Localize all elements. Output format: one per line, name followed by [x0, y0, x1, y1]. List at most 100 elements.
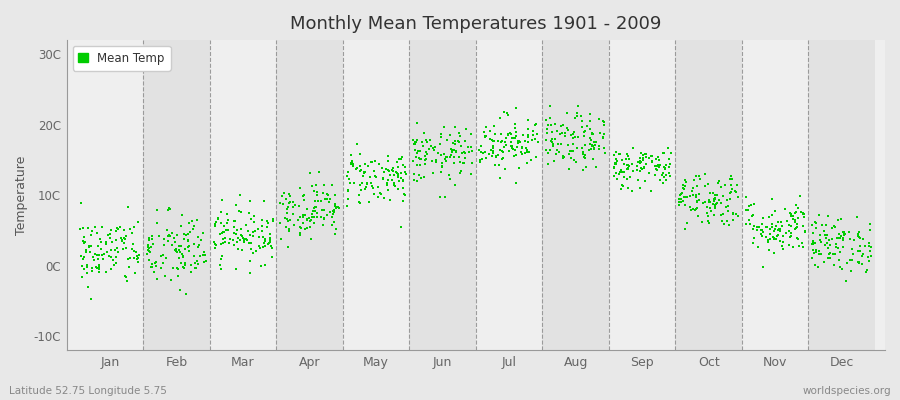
Point [395, 162, 410, 168]
Point [512, 138, 526, 144]
Point [124, 230, 139, 236]
Point [520, 149, 535, 156]
Point [476, 129, 491, 136]
Point [195, 252, 210, 258]
Point [443, 132, 457, 138]
Point [637, 164, 652, 170]
Point [416, 143, 430, 149]
Point [575, 151, 590, 158]
Point [486, 150, 500, 156]
Point [729, 188, 743, 195]
Point [658, 164, 672, 171]
Point [706, 201, 720, 207]
Point [99, 240, 113, 247]
Point [688, 207, 703, 213]
Point [130, 218, 145, 225]
Point [310, 214, 324, 220]
Point [498, 166, 512, 172]
Point [472, 159, 487, 166]
Point [644, 158, 659, 164]
Point [166, 265, 180, 271]
Point [585, 130, 599, 137]
Point [784, 212, 798, 219]
Point [842, 236, 857, 242]
Point [179, 232, 194, 238]
Point [478, 134, 492, 140]
Point [485, 153, 500, 159]
Point [505, 145, 519, 151]
Point [789, 225, 804, 231]
Point [386, 168, 400, 174]
Point [577, 154, 591, 160]
Point [483, 147, 498, 153]
Point [115, 238, 130, 244]
Point [140, 244, 155, 250]
Point [672, 192, 687, 198]
Point [656, 164, 670, 170]
Point [222, 235, 237, 242]
Point [232, 208, 247, 214]
Point [759, 234, 773, 240]
Point [352, 199, 366, 206]
Point [328, 205, 343, 211]
Point [309, 204, 323, 210]
Point [356, 170, 371, 176]
Point [347, 180, 362, 186]
Point [582, 135, 597, 142]
Point [839, 278, 853, 284]
Point [750, 227, 764, 234]
Point [85, 268, 99, 274]
Point [709, 192, 724, 198]
Point [353, 151, 367, 158]
Point [457, 155, 472, 162]
Point [353, 163, 367, 169]
Point [836, 229, 850, 236]
Point [167, 235, 182, 242]
Point [438, 156, 453, 162]
Point [776, 246, 790, 252]
Point [354, 167, 368, 173]
Point [660, 176, 674, 183]
Point [406, 158, 420, 165]
Point [679, 183, 693, 189]
Point [512, 165, 526, 171]
Point [310, 210, 324, 216]
Point [248, 212, 262, 219]
Point [784, 233, 798, 240]
Point [578, 155, 592, 161]
Point [702, 197, 716, 204]
Point [307, 214, 321, 220]
Point [251, 225, 266, 232]
Point [398, 164, 412, 170]
Point [570, 145, 584, 151]
Point [770, 219, 785, 226]
Point [562, 151, 577, 158]
Point [296, 220, 310, 226]
Point [457, 150, 472, 156]
Point [84, 232, 98, 239]
Point [614, 185, 628, 192]
Point [126, 241, 140, 248]
Point [761, 247, 776, 254]
Point [418, 157, 432, 163]
Point [453, 170, 467, 176]
Point [495, 138, 509, 144]
Point [796, 210, 810, 216]
Point [806, 238, 820, 244]
Point [560, 125, 574, 131]
Point [122, 226, 137, 232]
Point [77, 254, 92, 261]
Point [158, 255, 173, 261]
Point [497, 144, 511, 150]
Point [365, 184, 380, 191]
Point [587, 144, 601, 151]
Point [582, 111, 597, 117]
Point [525, 137, 539, 143]
Point [86, 254, 100, 260]
Point [822, 237, 836, 243]
Point [582, 126, 597, 132]
Point [208, 221, 222, 228]
Point [706, 190, 720, 196]
Point [452, 138, 466, 145]
Point [677, 193, 691, 200]
